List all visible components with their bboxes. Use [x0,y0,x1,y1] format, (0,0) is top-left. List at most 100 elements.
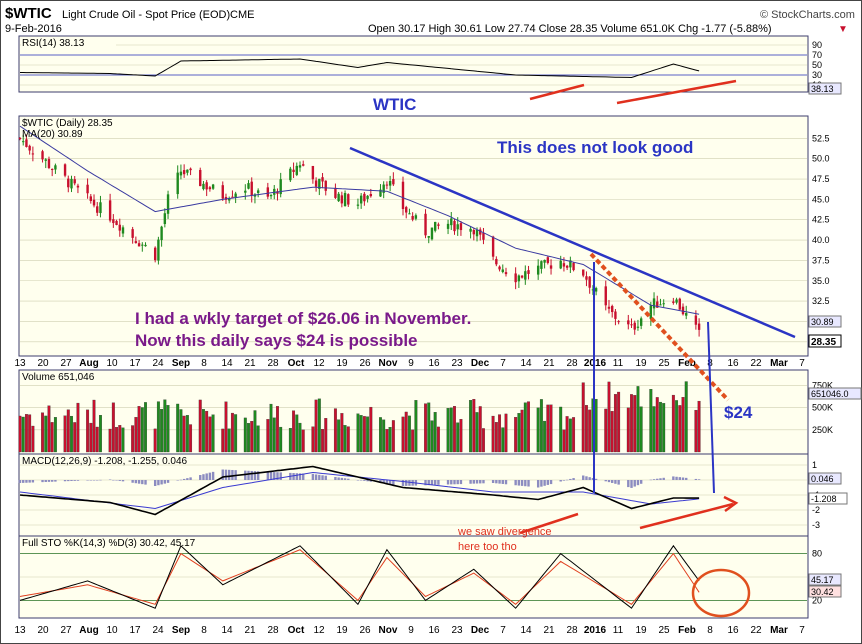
candle-body [678,298,681,310]
macd-hist-bar [231,469,234,480]
candle-body [205,182,208,190]
volume-bar [337,419,341,453]
macd-hist-bar [224,469,228,480]
macd-hist-bar [591,477,595,480]
candle-body [295,165,298,175]
macd-hist-bar [73,480,76,481]
macd-hist-bar [121,480,125,482]
x-tick-label: 21 [543,358,555,369]
volume-bar [176,403,180,453]
volume-bar [198,399,202,453]
candle-body [385,184,389,186]
ma20-line [19,125,700,315]
candle-body [408,213,411,215]
volume-bar [652,406,656,453]
volume-bar [340,413,344,453]
volume-bar [343,425,347,453]
macd-hist-bar [54,480,57,482]
volume-bar [166,405,170,453]
volume-bar [414,400,418,453]
candle-body [633,322,636,330]
x-tick-label: Oct [288,358,305,369]
candle-body [543,259,546,263]
candle-body [446,223,450,229]
candle-body [134,241,138,244]
candle-body [70,178,73,189]
rsi-panel [18,35,809,93]
x-tick-label: 9 [408,625,414,636]
macd-hist-bar [662,477,665,480]
candle-body [588,276,591,288]
candle-body [292,169,295,173]
macd-hist-bar [594,478,598,480]
macd-hist-bar [405,480,408,486]
x-tick-label: 8 [201,625,207,636]
macd-hist-bar [475,480,479,484]
x-tick-label: Sep [172,358,190,369]
candle-body [450,218,453,226]
candle-body [540,261,543,269]
macd-hist-bar [298,473,302,480]
candle-body [18,137,22,139]
macd-hist-bar [520,480,524,486]
x-tick-label: 16 [727,625,739,636]
macd-hist-bar [337,477,340,480]
volume-bar [63,415,67,453]
volume-bar [28,414,32,453]
volume-bar [391,420,395,453]
macd-hist-bar [614,480,617,484]
volume-bar [66,409,70,453]
candle-body [244,190,247,193]
volume-bar [50,422,54,453]
candle-body [594,288,598,292]
candle-body [234,193,237,198]
candle-body [456,224,459,230]
macd-hist-bar [208,472,212,480]
macd-hist-bar [67,480,70,482]
volume-bar [247,423,250,453]
macd-hist-bar [572,478,575,480]
macd-hist-bar [392,480,395,485]
volume-bar [253,410,257,453]
x-tick-label: 19 [635,358,647,369]
x-tick-label: 22 [750,625,762,636]
macd-hist-bar [137,480,141,484]
macd-hist-bar [585,476,588,480]
macd-hist-bar [479,480,482,484]
macd-hist-bar [112,479,115,481]
candle-body [221,185,224,199]
x-tick-label: 13 [14,358,26,369]
macd-hist-bar [453,480,456,485]
sto-k-line [19,544,700,609]
volume-bar [73,422,77,453]
macd-hist-bar [96,480,99,481]
candle-body [115,220,118,225]
candle-body [92,199,96,206]
volume-bar [144,402,147,453]
rsi-last-value: 38.13 [811,84,834,94]
instrument-name: Light Crude Oil - Spot Price (EOD) [62,9,230,21]
volume-bar [527,401,530,453]
macd-hist-bar [369,480,373,482]
x-tick-label: 10 [106,625,118,636]
candle-body [343,193,347,207]
candle-body [479,229,482,235]
macd-hist-bar [540,480,543,487]
x-tick-label: 19 [336,625,348,636]
volume-bar [205,410,209,453]
x-tick-label: Aug [79,625,98,636]
x-tick-label: 14 [520,358,532,369]
volume-bar [536,407,540,453]
macd-hist-bar [176,480,179,481]
macd-hist-bar [652,479,656,480]
macd-hist-bar [607,480,611,483]
candle-body [652,298,656,309]
macd-hist-bar [504,480,508,485]
x-tick-label: 11 [613,358,624,369]
volume-bar [333,408,337,453]
x-tick-label: Nov [379,358,398,369]
y-tick-label: 35.0 [812,276,830,286]
volume-bar [202,409,205,453]
macd-hist-bar [179,479,183,481]
macd-hist-bar [47,480,51,482]
